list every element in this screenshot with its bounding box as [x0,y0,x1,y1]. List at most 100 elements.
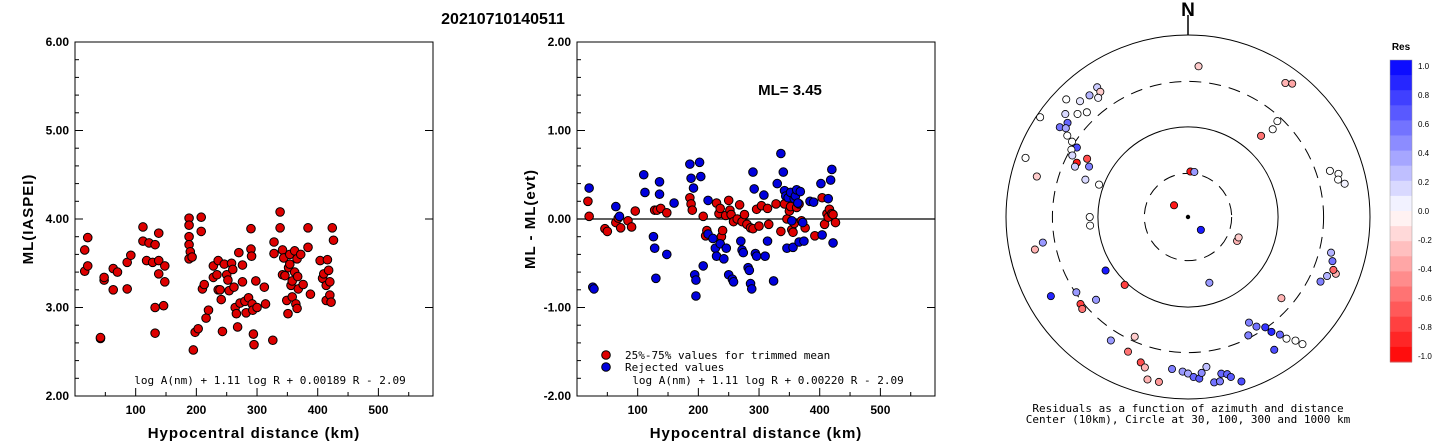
rejected-point [817,230,827,240]
ml-data-point [268,335,278,346]
rejected-point [638,169,649,180]
ml-data-point [184,231,194,242]
formula-text: log A(nm) + 1.11 log R + 0.00189 R - 2.0… [134,374,406,387]
residual-station-point [1288,79,1297,88]
circle-100km [1097,126,1279,308]
colorbar-tick-label: 0.6 [1418,120,1430,129]
x-tick-label: 400 [308,403,328,417]
ml-data-point [160,261,170,271]
y-tick-label: 3.00 [46,301,70,315]
colorbar-segment [1390,286,1412,303]
ml-data-point [153,228,164,238]
rejected-point [748,167,758,177]
trimmed-mean-point [828,209,838,220]
residual-station-point [1244,331,1253,340]
residual-station-point [1021,153,1030,162]
ml-data-point [248,329,259,339]
rejected-point [808,197,819,207]
rejected-point [719,254,729,264]
ml-data-point [249,339,259,350]
residual-station-point [1215,377,1224,386]
y-axis-label: ML(IASPEI) [20,174,37,265]
residual-station-point [1046,292,1055,301]
ml-data-point [234,247,244,258]
y-tick-label: 4.00 [46,212,70,226]
colorbar-segment [1390,241,1412,257]
residual-station-point [1268,125,1277,134]
colorbar-segment [1390,75,1412,91]
legend-marker-trimmed [601,350,611,360]
ml-data-point [188,345,199,355]
x-axis-label: Hypocentral distance (km) [650,425,863,441]
residual-station-point [1282,334,1291,343]
residual-station-point [1170,201,1179,210]
trimmed-mean-point [723,195,734,206]
trimmed-mean-point [763,219,774,230]
trimmed-mean-point [776,226,786,237]
residual-station-point [1340,179,1349,188]
colorbar-tick-label: 1.0 [1418,62,1430,71]
rejected-point [795,186,806,197]
ml-data-point [275,223,285,233]
rejected-point [695,171,706,182]
residual-station-point [1316,277,1325,286]
ml-data-point [295,249,306,260]
formula-text: log A(nm) + 1.11 log R + 0.00220 R - 2.0… [632,374,904,387]
ml-data-point [283,308,293,319]
ml-data-point [187,252,197,262]
ml-data-point [79,245,90,255]
residual-station-point [1270,345,1279,354]
rejected-point [721,243,732,254]
ml-data-point [260,299,271,309]
ml-data-point [216,294,227,305]
ml-data-point [184,220,194,230]
colorbar-segment [1390,90,1412,106]
rejected-point [584,183,594,193]
rejected-point [827,164,837,175]
rejected-point [751,251,762,261]
colorbar-segment [1390,135,1412,152]
residual-station-point [1202,362,1211,371]
residual-station-point [1085,91,1094,100]
rejected-point [760,251,770,261]
ml-data-point [292,303,302,314]
residual-station-point [1085,162,1094,171]
trimmed-mean-point [615,223,626,233]
ml-data-point [259,282,270,292]
ml-data-point [328,235,339,246]
x-tick-label: 300 [749,403,769,417]
colorbar-segment [1390,301,1412,318]
ml-data-point [160,277,170,287]
residual-station-point [1085,212,1094,221]
residual-station-point [1275,330,1284,339]
residual-station-point [1190,167,1199,176]
colorbar-segment [1390,211,1412,227]
rejected-point [703,195,713,206]
ml-data-point [227,264,238,275]
ml-data-point [251,276,261,286]
ml-data-point [82,261,93,271]
rejected-point [738,247,749,258]
residual-station-point [1070,162,1079,171]
rejected-point [799,236,809,246]
residual-station-point [1334,175,1343,184]
azimuth-distance-polar-panel: N Residuals as a function of azimuth and … [1005,0,1432,426]
ml-data-point [269,237,279,247]
ml-data-point [153,269,164,279]
colorbar-tick-label: 0.2 [1418,178,1430,187]
rejected-point [694,157,705,168]
legend-label-trimmed: 25%-75% values for trimmed mean [625,349,830,362]
legend-label-rejected: Rejected values [625,361,724,374]
residual-station-point [1197,368,1206,377]
rejected-point [589,284,599,294]
ml-data-point [237,260,248,270]
ml-data-point [327,223,338,233]
colorbar-tick-label: 0.4 [1418,149,1430,158]
residual-station-point [1237,377,1246,386]
colorbar-frame [1389,59,1413,363]
rejected-point [691,291,701,301]
y-tick-label: 2.00 [548,35,572,49]
colorbar-tick-label: -0.4 [1418,265,1432,274]
residual-station-point [1063,131,1072,140]
ml-value-annotation: ML= 3.45 [758,82,822,99]
